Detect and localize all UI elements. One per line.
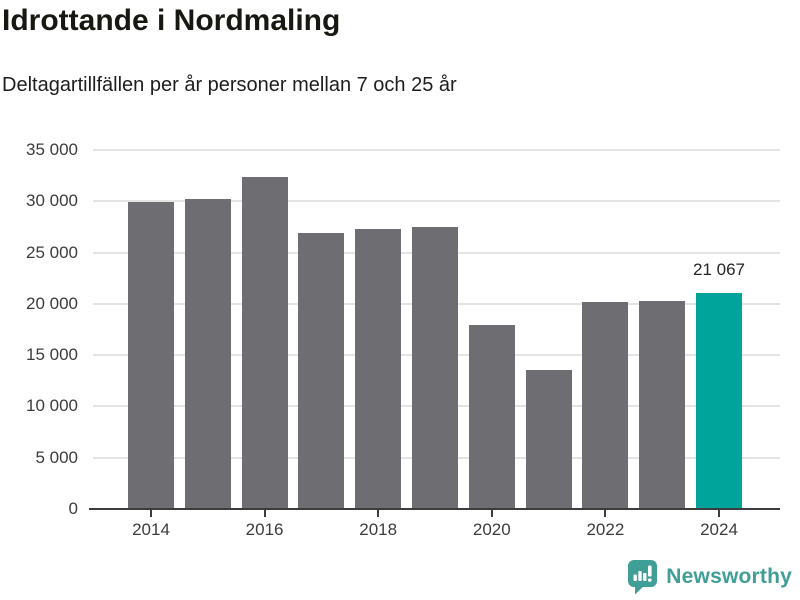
bar-2022 bbox=[582, 301, 629, 509]
y-axis-tick-label: 15 000 bbox=[26, 345, 78, 365]
bar-2024 bbox=[696, 292, 742, 509]
bar-2016 bbox=[241, 176, 288, 509]
page-subtitle: Deltagartillfällen per år personer mella… bbox=[2, 74, 457, 96]
y-axis-tick-label: 30 000 bbox=[26, 191, 78, 211]
y-axis-tick-label: 20 000 bbox=[26, 293, 78, 313]
y-axis-tick-label: 35 000 bbox=[26, 140, 78, 159]
x-axis-tick bbox=[150, 509, 152, 517]
brand-name: Newsworthy bbox=[666, 565, 792, 588]
x-axis-tick bbox=[490, 509, 493, 517]
x-axis-tick bbox=[604, 509, 607, 517]
gridline bbox=[93, 200, 780, 203]
page-title: Idrottande i Nordmaling bbox=[2, 4, 341, 37]
y-axis-tick-label: 0 bbox=[68, 499, 78, 518]
x-axis-tick-label: 2024 bbox=[700, 520, 738, 539]
bar-2020 bbox=[468, 324, 515, 509]
bar-2018 bbox=[355, 228, 402, 509]
y-axis-tick-label: 25 000 bbox=[26, 242, 78, 262]
x-axis-tick bbox=[263, 509, 266, 517]
x-axis-tick-label: 2020 bbox=[472, 520, 511, 539]
x-axis-tick bbox=[718, 509, 720, 517]
y-axis-tick-label: 5 000 bbox=[35, 447, 78, 467]
brand-footer[interactable]: Newsworthy bbox=[627, 558, 792, 596]
bar-2014 bbox=[128, 202, 174, 509]
bar-chart-plot-area: 0 5 000 10 000 15 000 20 000 25 000 30 000 35 0… bbox=[26, 140, 780, 539]
bar-value-label: 21 067 bbox=[693, 259, 745, 279]
gridline bbox=[93, 149, 780, 151]
bar-2023 bbox=[639, 301, 686, 509]
x-axis-tick-label: 2014 bbox=[132, 520, 170, 539]
bar-2021 bbox=[525, 369, 572, 509]
bar-2017 bbox=[298, 233, 345, 509]
x-axis-tick bbox=[377, 509, 380, 517]
x-axis-tick-label: 2022 bbox=[586, 520, 625, 539]
bar-2015 bbox=[184, 199, 231, 509]
bar-2019 bbox=[412, 226, 458, 509]
x-axis-line bbox=[89, 508, 780, 510]
newsworthy-logo-icon bbox=[627, 559, 659, 595]
x-axis-tick-label: 2016 bbox=[245, 520, 284, 539]
y-axis-tick-label: 10 000 bbox=[26, 396, 78, 416]
x-axis-tick-label: 2018 bbox=[359, 520, 398, 539]
